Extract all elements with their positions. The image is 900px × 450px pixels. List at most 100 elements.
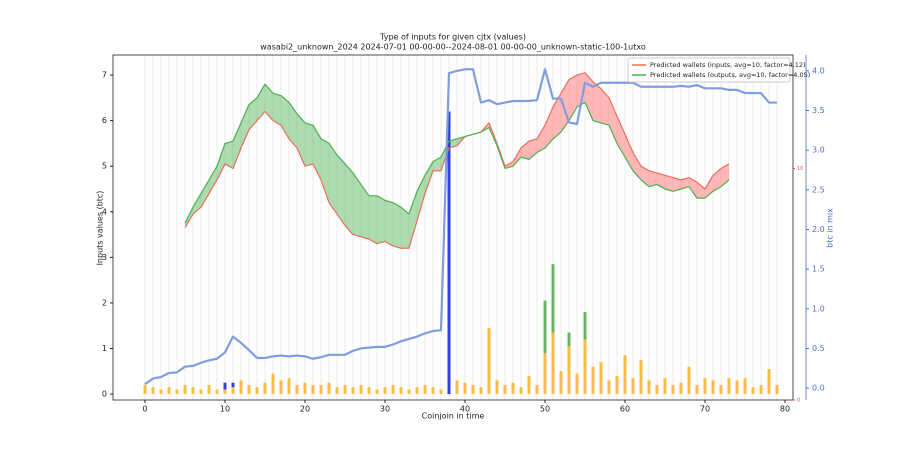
fill-area	[209, 166, 217, 194]
bar	[223, 382, 227, 390]
bar	[583, 339, 587, 395]
bar	[319, 384, 323, 395]
bar	[463, 382, 467, 395]
bar	[527, 375, 531, 395]
bar	[399, 387, 403, 395]
bar	[775, 384, 779, 395]
fill-area	[265, 84, 273, 121]
bar	[623, 355, 627, 395]
bar	[479, 387, 483, 395]
bar	[559, 371, 563, 395]
fill-area	[313, 125, 321, 180]
fill-area	[337, 154, 345, 226]
bar	[591, 366, 595, 395]
y2-tick-label: 0.0	[812, 384, 825, 393]
fill-area	[369, 195, 377, 244]
bar	[431, 387, 435, 395]
fill-area	[681, 177, 689, 189]
bar	[247, 384, 251, 395]
bar	[575, 373, 579, 395]
bar	[263, 382, 267, 395]
y2-tick-label: 3.0	[812, 146, 825, 155]
fill-area	[401, 207, 409, 249]
y2-tick-label: 2.0	[812, 225, 825, 234]
bar	[455, 380, 459, 395]
x-tick-label: 40	[460, 405, 470, 414]
bar	[279, 380, 283, 395]
bar	[271, 373, 275, 395]
bar	[719, 384, 723, 395]
y2-tick-label: 0.5	[812, 344, 825, 353]
x-tick-label: 50	[540, 405, 550, 414]
fill-area	[601, 88, 609, 126]
bar	[199, 389, 203, 395]
y3-tick-label: 10	[797, 166, 803, 172]
y-tick-label: 4	[102, 207, 107, 216]
bar	[287, 378, 291, 395]
fill-area	[329, 143, 337, 215]
bar	[743, 378, 747, 395]
bar	[703, 378, 707, 395]
fill-area	[257, 84, 265, 121]
bar	[679, 382, 683, 395]
series-line	[144, 68, 777, 386]
fill-area	[537, 125, 545, 153]
bar	[471, 384, 475, 395]
bar	[655, 384, 659, 395]
fill-area	[249, 97, 257, 130]
bar	[567, 346, 571, 395]
y-tick-label: 1	[102, 344, 107, 353]
fill-area	[417, 175, 425, 221]
bar	[383, 387, 387, 395]
bar	[167, 387, 171, 395]
fill-area	[217, 143, 225, 180]
bar	[231, 382, 235, 388]
bar	[447, 111, 451, 395]
y2-tick-label: 1.5	[812, 265, 825, 274]
x-tick-label: 10	[220, 405, 230, 414]
bar	[231, 387, 235, 395]
bar	[503, 384, 507, 395]
bar	[551, 264, 555, 333]
y2-axis-label: btc in mix	[826, 208, 835, 248]
fill-area	[201, 179, 209, 208]
x-tick-label: 30	[380, 405, 390, 414]
x-tick-label: 60	[620, 405, 630, 414]
legend-label: Predicted wallets (outputs, avg=10, fact…	[650, 71, 810, 79]
bar	[207, 384, 211, 395]
fill-area	[673, 177, 681, 192]
plot-frame	[112, 54, 794, 401]
chart-title: Type of inputs for given cjtx (values)	[379, 33, 526, 42]
bar	[519, 387, 523, 395]
legend-box	[627, 57, 791, 83]
y2-tick-label: 4.0	[812, 66, 825, 75]
bar	[695, 384, 699, 395]
bar	[511, 382, 515, 395]
y2-tick-label: 3.5	[812, 106, 825, 115]
legend-label: Predicted wallets (inputs, avg=10, facto…	[650, 61, 806, 69]
fill-area	[433, 157, 441, 171]
bar	[295, 384, 299, 395]
y-tick-label: 5	[102, 162, 107, 171]
fill-area	[353, 173, 361, 237]
fill-area	[233, 122, 241, 169]
fill-area	[225, 141, 233, 169]
bar	[439, 389, 443, 395]
bar	[351, 387, 355, 395]
fill-area	[545, 106, 553, 148]
bar	[759, 384, 763, 395]
fill-area	[625, 134, 633, 171]
fill-area	[289, 102, 297, 148]
bar	[407, 389, 411, 395]
bar	[767, 369, 771, 395]
bar	[183, 384, 187, 395]
fill-area	[305, 122, 313, 167]
bar	[159, 389, 163, 395]
bar	[543, 353, 547, 395]
bar	[751, 387, 755, 395]
bar	[255, 387, 259, 395]
fill-area	[321, 138, 329, 203]
fill-area	[521, 141, 529, 160]
y3-tick-label: 0	[797, 398, 800, 404]
